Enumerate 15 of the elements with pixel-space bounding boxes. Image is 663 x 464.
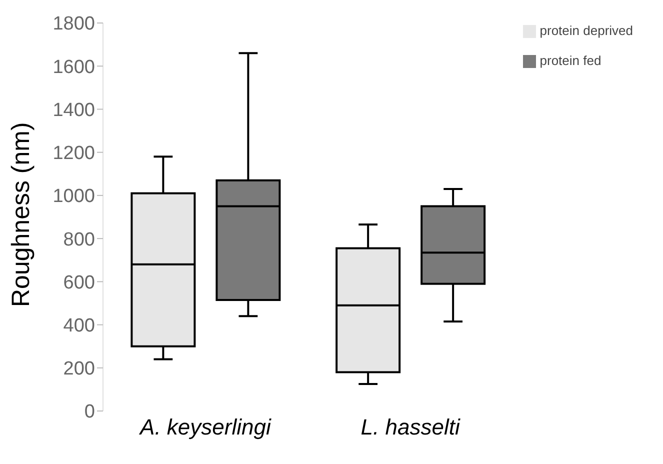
x-tick-label: A. keyserlingi [138, 414, 272, 440]
y-tick-label: 1800 [52, 14, 95, 35]
y-tick-label: 1600 [52, 56, 95, 78]
legend-label: protein fed [540, 53, 602, 68]
y-tick-label: 1000 [52, 186, 95, 208]
y-axis-title: Roughness (nm) [6, 122, 35, 307]
y-tick-label: 400 [63, 316, 95, 337]
y-tick-label: 1200 [52, 143, 95, 164]
x-tick-label: L. hasselti [360, 414, 461, 440]
y-tick-label: 800 [63, 229, 95, 250]
y-tick-label: 200 [63, 358, 95, 380]
y-tick-label: 1400 [52, 100, 95, 121]
y-tick-label: 600 [63, 272, 95, 294]
y-tick-label: 0 [84, 402, 95, 423]
legend-label: protein deprived [540, 23, 633, 38]
